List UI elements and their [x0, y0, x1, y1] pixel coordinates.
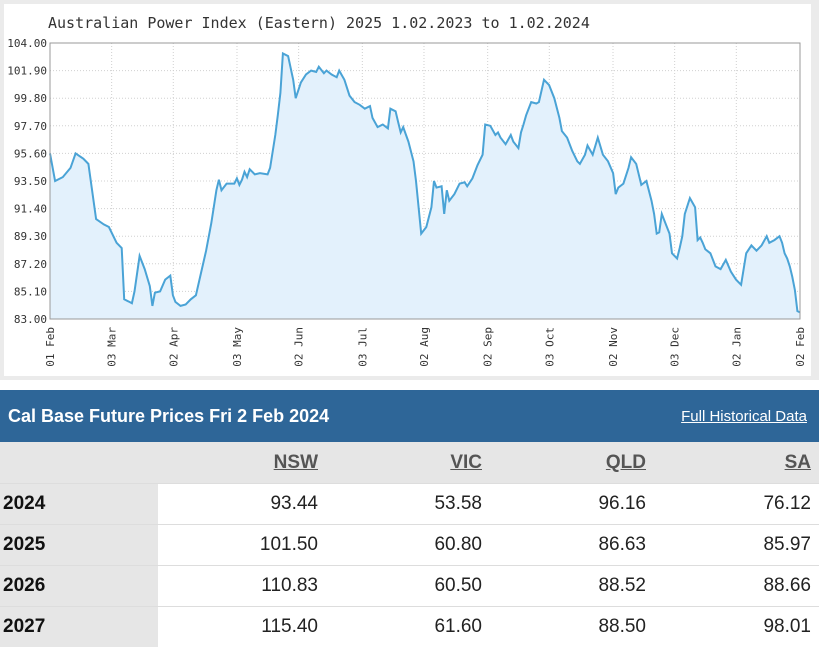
x-tick-label: 01 Feb — [44, 327, 57, 367]
y-tick-label: 93.50 — [14, 175, 47, 188]
x-tick-label: 02 Nov — [607, 327, 620, 367]
x-tick-label: 03 Oct — [543, 327, 556, 367]
price-cell: 53.58 — [326, 483, 490, 525]
y-tick-label: 101.90 — [7, 65, 47, 78]
price-cell: 88.50 — [490, 606, 654, 647]
y-tick-label: 99.80 — [14, 92, 47, 105]
x-tick-label: 02 Sep — [482, 327, 495, 367]
y-tick-label: 91.40 — [14, 203, 47, 216]
year-column-header — [0, 442, 158, 484]
price-cell: 115.40 — [158, 606, 326, 647]
chart-panel: Australian Power Index (Eastern) 2025 1.… — [0, 0, 819, 380]
price-cell: 60.80 — [326, 524, 490, 566]
prices-table: NSW VIC QLD SA 2024 93.44 53.58 96.16 76… — [0, 442, 819, 647]
y-tick-label: 83.00 — [14, 313, 47, 326]
column-header-sa[interactable]: SA — [654, 442, 819, 484]
row-year: 2025 — [0, 524, 158, 566]
plot-border — [49, 42, 801, 320]
vic-header-link[interactable]: VIC — [450, 451, 482, 473]
x-tick-label: 03 Jul — [356, 327, 369, 367]
price-cell: 93.44 — [158, 483, 326, 525]
price-cell: 86.63 — [490, 524, 654, 566]
table-row: 2026 110.83 60.50 88.52 88.66 — [0, 565, 819, 607]
chart-area-series — [49, 51, 801, 319]
prices-header-bar: Cal Base Future Prices Fri 2 Feb 2024 Fu… — [0, 390, 819, 442]
column-header-vic[interactable]: VIC — [326, 442, 490, 484]
price-cell: 76.12 — [654, 483, 819, 525]
price-cell: 88.52 — [490, 565, 654, 607]
x-tick-label: 03 May — [231, 327, 244, 367]
x-axis-ticks: 01 Feb 03 Mar 02 Apr 03 May 02 Jun 03 Jul 02 A… — [44, 327, 807, 367]
column-header-qld[interactable]: QLD — [490, 442, 654, 484]
x-tick-label: 02 Jun — [293, 327, 306, 367]
price-cell: 88.66 — [654, 565, 819, 607]
x-tick-label: 03 Dec — [669, 327, 682, 367]
price-cell: 85.97 — [654, 524, 819, 566]
area-fill — [50, 53, 800, 319]
y-tick-label: 104.00 — [7, 37, 47, 50]
y-axis-ticks: 104.00 101.90 99.80 97.70 95.60 93.50 91.40 89.… — [7, 37, 47, 326]
x-tick-label: 03 Mar — [106, 327, 119, 367]
y-tick-label: 95.60 — [14, 147, 47, 160]
series-line — [49, 51, 801, 314]
table-row: 2025 101.50 60.80 86.63 85.97 — [0, 524, 819, 566]
price-cell: 110.83 — [158, 565, 326, 607]
power-index-chart: Australian Power Index (Eastern) 2025 1.… — [4, 4, 811, 376]
sa-header-link[interactable]: SA — [784, 451, 811, 473]
y-tick-label: 87.20 — [14, 258, 47, 271]
price-cell: 61.60 — [326, 606, 490, 647]
row-year: 2027 — [0, 606, 158, 647]
x-tick-label: 02 Feb — [794, 327, 807, 367]
column-header-nsw[interactable]: NSW — [158, 442, 326, 484]
chart-title: Australian Power Index (Eastern) 2025 1.… — [48, 14, 590, 32]
x-tick-label: 02 Apr — [167, 327, 180, 367]
table-row: 2024 93.44 53.58 96.16 76.12 — [0, 483, 819, 525]
y-tick-label: 89.30 — [14, 230, 47, 243]
prices-title: Cal Base Future Prices Fri 2 Feb 2024 — [8, 405, 330, 426]
price-cell: 98.01 — [654, 606, 819, 647]
nsw-header-link[interactable]: NSW — [273, 451, 318, 473]
x-tick-label: 02 Jan — [730, 327, 743, 367]
qld-header-link[interactable]: QLD — [605, 451, 646, 473]
full-historical-data-link[interactable]: Full Historical Data — [681, 407, 807, 425]
row-year: 2024 — [0, 483, 158, 525]
prices-table-header-row: NSW VIC QLD SA — [0, 442, 819, 484]
x-tick-label: 02 Aug — [418, 327, 431, 367]
price-cell: 60.50 — [326, 565, 490, 607]
y-tick-label: 97.70 — [14, 120, 47, 133]
price-cell: 101.50 — [158, 524, 326, 566]
table-row: 2027 115.40 61.60 88.50 98.01 — [0, 606, 819, 647]
price-cell: 96.16 — [490, 483, 654, 525]
y-tick-label: 85.10 — [14, 285, 47, 298]
row-year: 2026 — [0, 565, 158, 607]
